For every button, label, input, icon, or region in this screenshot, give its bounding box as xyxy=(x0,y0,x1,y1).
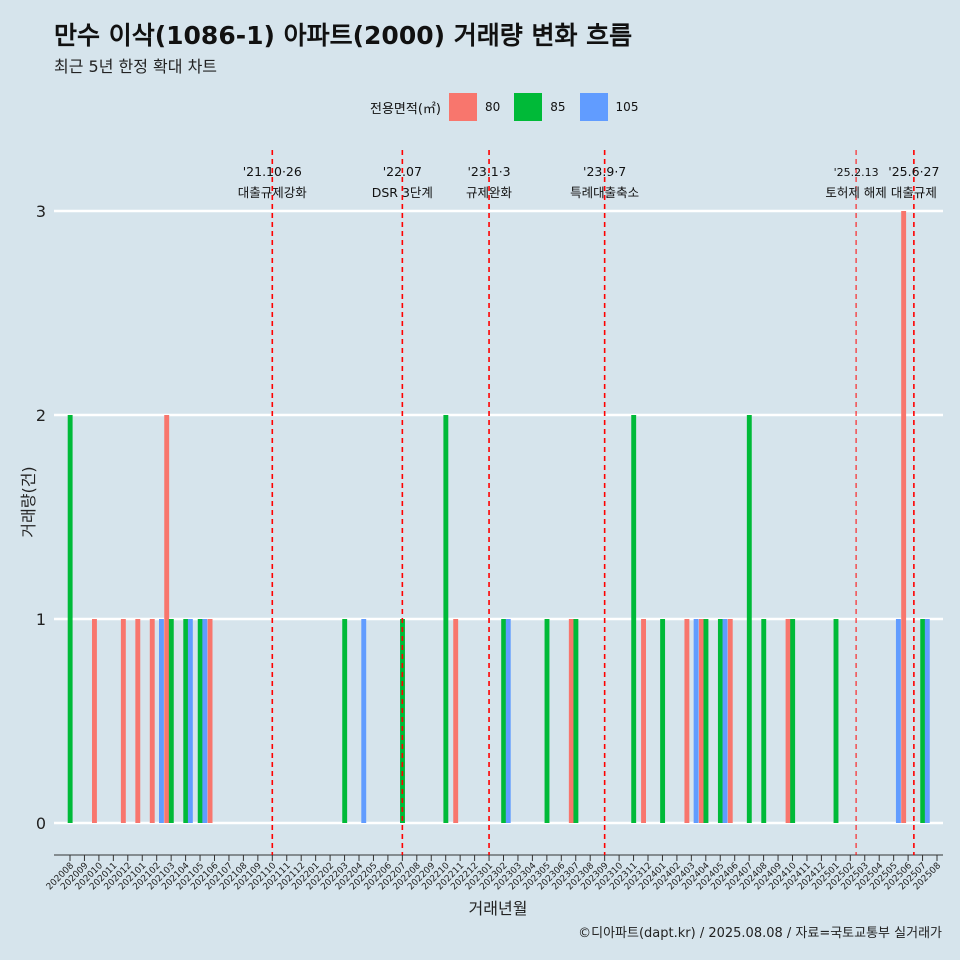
annotation-label-3: 특례대출축소 xyxy=(570,185,639,200)
bar-80-202506 xyxy=(901,211,907,823)
bar-105-202104 xyxy=(187,619,193,823)
bar-85-202311 xyxy=(631,415,637,823)
source-caption: ©디아파트(dapt.kr) / 2025.08.08 / 자료=국토교통부 실… xyxy=(578,926,942,941)
bar-80-202410 xyxy=(785,619,791,823)
bar-80-202106 xyxy=(207,619,213,823)
bar-85-202305 xyxy=(544,619,550,823)
bar-105-202405 xyxy=(722,619,728,823)
annotation-date-3: '23.9·7 xyxy=(583,164,626,179)
bar-80-202403 xyxy=(684,619,690,823)
bar-80-202010 xyxy=(92,619,97,823)
bar-85-202408 xyxy=(761,619,767,823)
bar-85-202103 xyxy=(168,619,174,823)
annotation-date-1: '22.07 xyxy=(383,164,422,179)
bar-85-202407 xyxy=(746,415,752,823)
bar-80-202101 xyxy=(135,619,141,823)
bar-80-202012 xyxy=(120,619,126,823)
annotation-label-1: DSR 3단계 xyxy=(372,185,433,200)
legend-item-105: 105 xyxy=(579,93,647,121)
bar-105-202505 xyxy=(895,619,901,823)
annotation-date-4: '25.2.13 xyxy=(834,166,879,179)
legend-label-80: 80 xyxy=(484,100,501,114)
bar-80-202103 xyxy=(164,415,170,823)
legend-item-80: 80 xyxy=(448,93,508,121)
bar-85-202401 xyxy=(660,619,666,823)
y-tick-label-1: 1 xyxy=(36,610,46,629)
y-tick-label-3: 3 xyxy=(36,202,46,221)
legend-label-85: 85 xyxy=(550,100,566,114)
bar-80-202404 xyxy=(698,619,704,823)
bar-85-202008 xyxy=(67,415,73,823)
bar-85-202507 xyxy=(920,619,926,823)
bar-105-202204 xyxy=(361,619,367,823)
annotation-label-5: 대출규제 xyxy=(891,185,937,200)
annotation-date-2: '23.1·3 xyxy=(467,164,510,179)
bar-80-202102 xyxy=(149,619,155,823)
legend-swatch-105 xyxy=(579,93,608,121)
bar-85-202405 xyxy=(717,619,723,823)
bar-105-202105 xyxy=(202,619,208,823)
legend-title: 전용면적(㎡) xyxy=(370,101,441,117)
bar-85-202203 xyxy=(342,619,348,823)
legend-item-85: 85 xyxy=(514,93,573,121)
bar-85-202104 xyxy=(183,619,189,823)
legend-swatch-85 xyxy=(514,93,543,121)
bar-85-202210 xyxy=(443,415,449,823)
bar-105-202507 xyxy=(924,619,930,823)
bar-85-202501 xyxy=(833,619,839,823)
legend: 전용면적(㎡) 80 85 105 xyxy=(370,93,652,121)
legend-label-105: 105 xyxy=(615,100,639,114)
annotation-label-2: 규제완화 xyxy=(466,185,513,200)
annotation-label-4: 토허제 해제 xyxy=(825,185,886,200)
bar-105-202302 xyxy=(505,619,511,823)
bar-105-202403 xyxy=(693,619,699,823)
x-axis-title: 거래년월 xyxy=(469,899,528,918)
y-tick-label-2: 2 xyxy=(36,406,46,425)
annotation-date-5: '25.6·27 xyxy=(888,164,939,179)
legend-swatch-80 xyxy=(448,93,477,121)
annotation-label-0: 대출규제강화 xyxy=(238,185,308,200)
bar-80-202312 xyxy=(641,619,646,823)
bar-85-202410 xyxy=(790,619,796,823)
y-axis-title: 거래량(건) xyxy=(19,466,38,537)
y-tick-label-0: 0 xyxy=(36,814,46,833)
chart-subtitle: 최근 5년 한정 확대 차트 xyxy=(54,57,218,76)
bar-85-202307 xyxy=(573,619,579,823)
bar-105-202102 xyxy=(159,619,164,823)
bar-85-202302 xyxy=(501,619,507,823)
bar-85-202105 xyxy=(197,619,203,823)
chart-title: 만수 이삭(1086-1) 아파트(2000) 거래량 변화 흐름 xyxy=(54,21,633,50)
annotation-date-0: '21.10·26 xyxy=(243,164,302,179)
bar-85-202404 xyxy=(703,619,709,823)
bar-80-202211 xyxy=(453,619,459,823)
bar-80-202307 xyxy=(568,619,574,823)
bar-80-202406 xyxy=(727,619,733,823)
